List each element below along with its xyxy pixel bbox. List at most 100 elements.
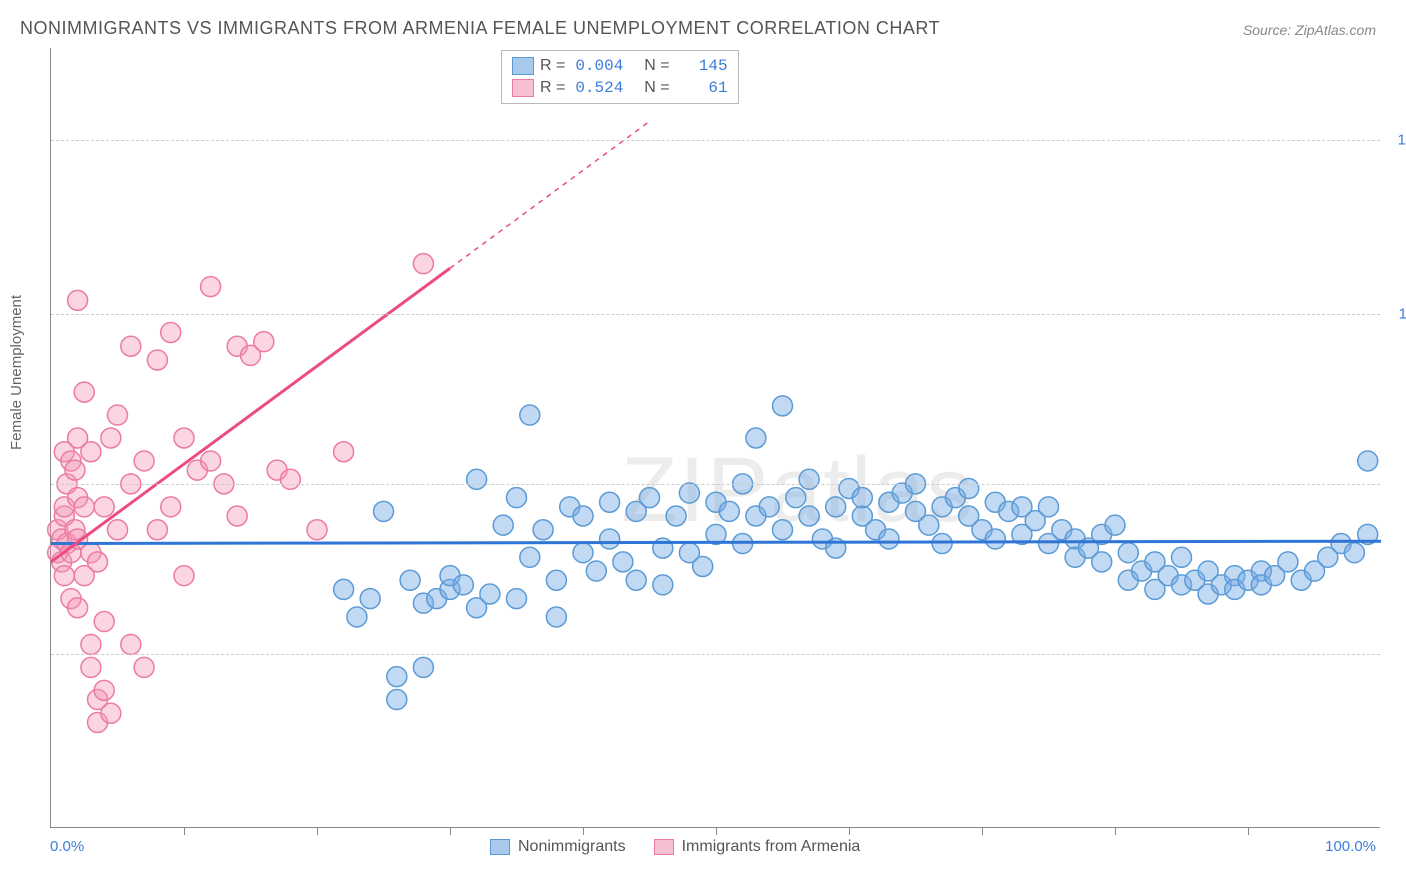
legend-label: Nonimmigrants	[518, 838, 626, 856]
data-point	[1278, 552, 1298, 572]
data-point	[94, 680, 114, 700]
data-point	[799, 469, 819, 489]
r-label: R =	[540, 79, 565, 97]
data-point	[334, 579, 354, 599]
data-point	[81, 634, 101, 654]
data-point	[573, 543, 593, 563]
data-point	[1118, 543, 1138, 563]
x-axis-min-label: 0.0%	[50, 838, 84, 855]
data-point	[879, 529, 899, 549]
data-point	[653, 575, 673, 595]
r-value: 0.524	[571, 79, 623, 97]
data-point	[932, 534, 952, 554]
data-point	[94, 612, 114, 632]
data-point	[467, 469, 487, 489]
x-tick	[184, 827, 185, 835]
data-point	[520, 547, 540, 567]
y-tick-label: 7.5%	[1385, 475, 1406, 492]
data-point	[693, 556, 713, 576]
data-point	[74, 497, 94, 517]
legend-swatch	[512, 79, 534, 97]
legend-swatch	[490, 839, 510, 855]
data-point	[759, 497, 779, 517]
data-point	[413, 254, 433, 274]
data-point	[746, 428, 766, 448]
data-point	[919, 515, 939, 535]
data-point	[1039, 497, 1059, 517]
data-point	[626, 570, 646, 590]
data-point	[201, 451, 221, 471]
data-point	[480, 584, 500, 604]
series-legend: Nonimmigrants Immigrants from Armenia	[490, 838, 860, 856]
data-point	[852, 488, 872, 508]
legend-label: Immigrants from Armenia	[682, 838, 861, 856]
y-axis-label: Female Unemployment	[8, 295, 25, 450]
data-point	[374, 501, 394, 521]
gridline	[51, 314, 1380, 315]
data-point	[546, 570, 566, 590]
data-point	[147, 520, 167, 540]
data-point	[959, 478, 979, 498]
data-point	[121, 336, 141, 356]
data-point	[1344, 543, 1364, 563]
data-point	[254, 332, 274, 352]
data-point	[600, 492, 620, 512]
data-point	[307, 520, 327, 540]
data-point	[1092, 552, 1112, 572]
data-point	[613, 552, 633, 572]
data-point	[174, 428, 194, 448]
x-tick	[982, 827, 983, 835]
x-axis-max-label: 100.0%	[1325, 838, 1376, 855]
data-point	[134, 451, 154, 471]
trend-line-extension	[450, 121, 650, 268]
data-point	[68, 290, 88, 310]
data-point	[227, 506, 247, 526]
data-point	[74, 382, 94, 402]
x-tick	[583, 827, 584, 835]
r-label: R =	[540, 57, 565, 75]
data-point	[1105, 515, 1125, 535]
y-tick-label: 3.8%	[1385, 645, 1406, 662]
data-point	[520, 405, 540, 425]
data-point	[101, 428, 121, 448]
data-point	[347, 607, 367, 627]
x-tick	[1115, 827, 1116, 835]
n-value: 61	[676, 79, 728, 97]
stats-legend-row: R =0.004 N =145	[512, 55, 728, 77]
data-point	[786, 488, 806, 508]
data-point	[640, 488, 660, 508]
data-point	[773, 520, 793, 540]
scatter-plot-svg	[51, 48, 1380, 827]
data-point	[81, 442, 101, 462]
trend-line	[51, 541, 1381, 543]
data-point	[201, 277, 221, 297]
legend-swatch	[512, 57, 534, 75]
data-point	[400, 570, 420, 590]
stats-legend-row: R = 0.524 N = 61	[512, 77, 728, 99]
n-value: 145	[676, 57, 728, 75]
chart-plot-area: ZIPatlas R =0.004 N =145R =0.524 N =61 3…	[50, 48, 1380, 828]
x-tick	[1248, 827, 1249, 835]
data-point	[68, 598, 88, 618]
data-point	[360, 589, 380, 609]
data-point	[1172, 547, 1192, 567]
data-point	[174, 566, 194, 586]
data-point	[81, 657, 101, 677]
x-tick	[317, 827, 318, 835]
data-point	[108, 520, 128, 540]
data-point	[507, 589, 527, 609]
y-tick-label: 11.2%	[1385, 306, 1406, 323]
data-point	[334, 442, 354, 462]
data-point	[147, 350, 167, 370]
gridline	[51, 654, 1380, 655]
data-point	[453, 575, 473, 595]
n-label: N =	[644, 79, 669, 97]
data-point	[54, 566, 74, 586]
data-point	[387, 667, 407, 687]
data-point	[101, 703, 121, 723]
data-point	[600, 529, 620, 549]
data-point	[413, 657, 433, 677]
x-tick	[450, 827, 451, 835]
data-point	[493, 515, 513, 535]
data-point	[573, 506, 593, 526]
